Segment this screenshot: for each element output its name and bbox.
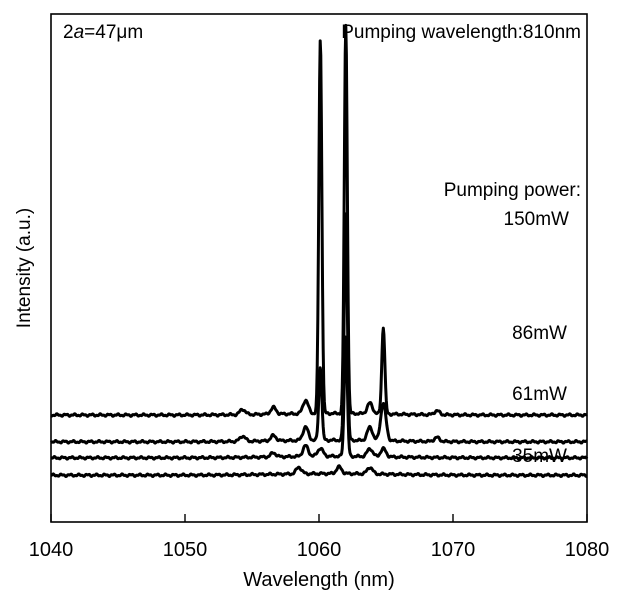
- x-tick-marks: [50, 514, 588, 522]
- x-tick-label: 1070: [431, 539, 476, 561]
- spectrum-line-61mw: [50, 335, 589, 461]
- x-tick-label: 1060: [297, 539, 342, 561]
- spectrum-line-35mw: [50, 464, 588, 479]
- fiber-diameter-annotation: 2a=47μm: [63, 22, 143, 43]
- pump-wavelength-annotation: Pumping wavelength:810nm: [341, 22, 581, 43]
- x-tick-label: 1050: [163, 539, 208, 561]
- spectrum-line-150mw: [50, 23, 588, 418]
- series-label-61mw: 61mW: [512, 384, 567, 405]
- x-axis-label: Wavelength (nm): [243, 569, 395, 591]
- diameter-prefix: 2: [63, 22, 74, 43]
- spectrum-line-86mw: [50, 212, 588, 445]
- spectra-traces: [50, 23, 589, 479]
- diameter-variable: a: [74, 22, 85, 43]
- x-tick-labels: 1040 1050 1060 1070 1080: [29, 539, 610, 561]
- series-label-86mw: 86mW: [512, 323, 567, 344]
- diameter-value: =47μm: [84, 22, 143, 43]
- series-label-150mw: 150mW: [504, 209, 570, 230]
- x-tick-label: 1080: [565, 539, 610, 561]
- x-tick-label: 1040: [29, 539, 74, 561]
- pump-power-header: Pumping power:: [444, 180, 581, 201]
- y-axis-label: Intensity (a.u.): [14, 208, 35, 328]
